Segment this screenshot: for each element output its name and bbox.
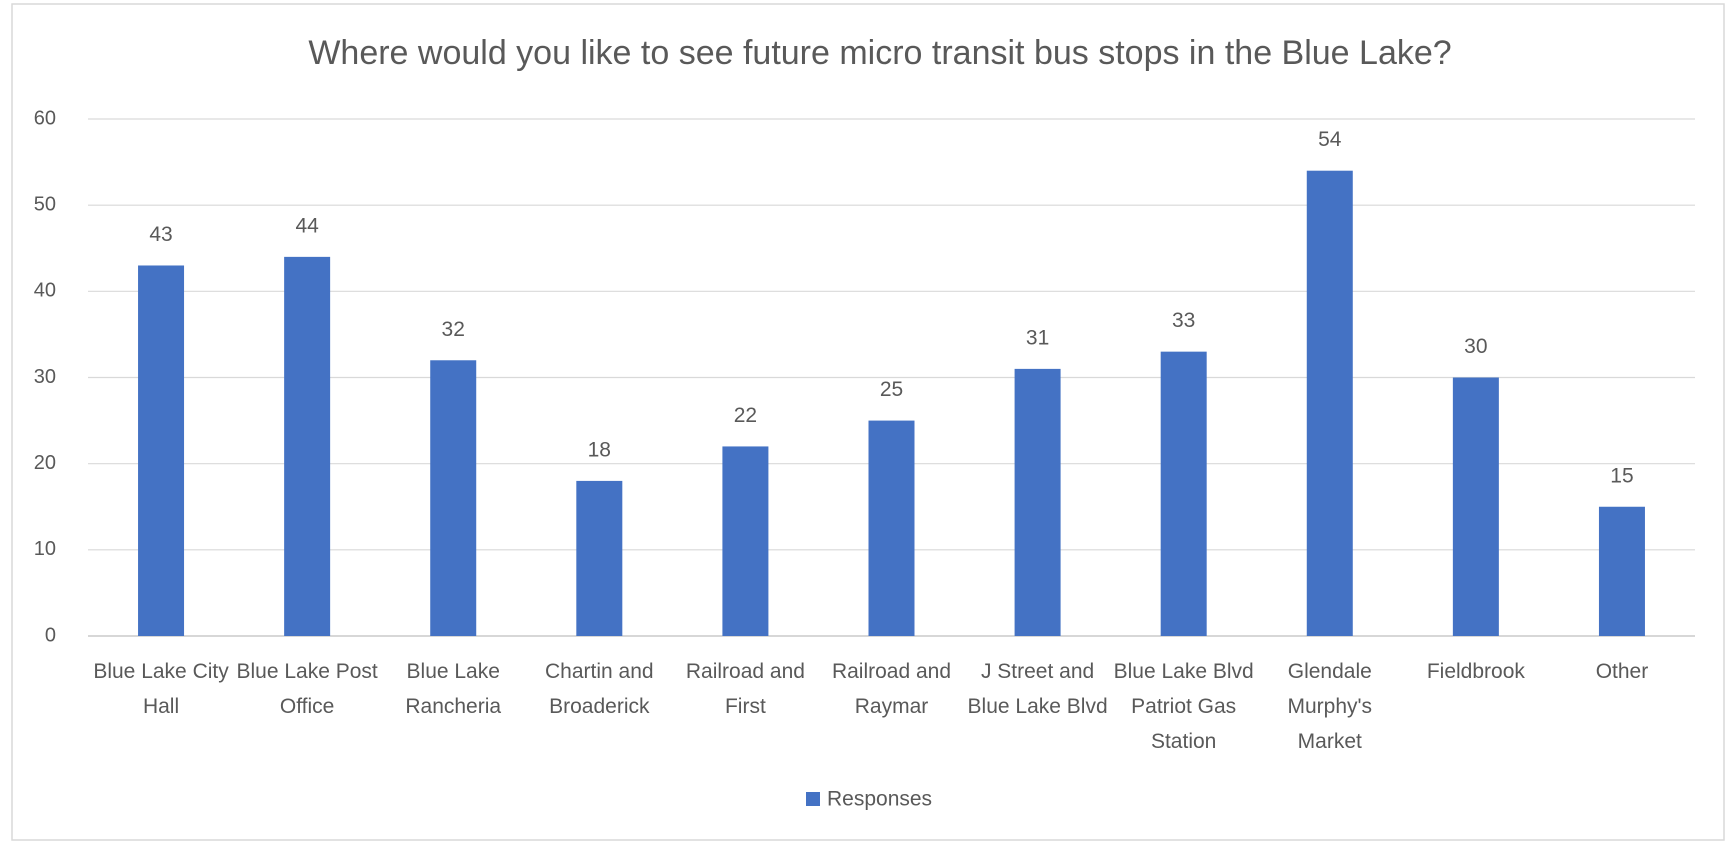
y-tick-label: 40 [34, 280, 56, 302]
x-tick-label: Blue Lake Post Office [236, 660, 378, 718]
x-tick-label: Blue Lake Rancheria [405, 660, 502, 718]
bar [1160, 351, 1207, 636]
chart-title: Where would you like to see future micro… [308, 34, 1451, 72]
bar [722, 446, 769, 636]
bar [868, 420, 915, 636]
data-label: 32 [442, 318, 465, 341]
y-tick-label: 20 [34, 452, 56, 474]
x-tick-label: Railroad and Raymar [831, 660, 952, 718]
data-label: 30 [1464, 335, 1487, 358]
bar [1306, 170, 1353, 636]
x-tick-label: Railroad and First [685, 660, 805, 718]
data-label: 22 [734, 404, 757, 427]
data-label: 33 [1172, 309, 1195, 332]
y-tick-label: 60 [34, 107, 56, 129]
y-tick-label: 50 [34, 193, 56, 215]
x-tick-label: Fieldbrook [1426, 660, 1525, 683]
y-tick-label: 30 [34, 366, 56, 388]
bar [1598, 506, 1645, 636]
data-label: 18 [588, 438, 611, 461]
bar [284, 256, 331, 636]
x-tick-label: Chartin and Broaderick [545, 660, 654, 718]
bar [430, 360, 477, 636]
bar [1452, 377, 1499, 636]
y-tick-label: 10 [34, 538, 56, 560]
x-tick-label: Blue Lake Blvd Patriot Gas Station [1113, 660, 1254, 753]
bar [576, 480, 623, 636]
x-tick-label: Glendale Murphy's Market [1287, 660, 1373, 753]
x-tick-label: Blue Lake City Hall [93, 660, 229, 718]
data-label: 15 [1610, 464, 1633, 487]
data-label: 54 [1318, 128, 1342, 151]
data-label: 43 [149, 223, 172, 246]
chart-border [11, 3, 1725, 841]
bar [1014, 368, 1061, 636]
data-label: 25 [880, 378, 903, 401]
x-tick-label: Other [1595, 660, 1649, 683]
x-tick-label: J Street and Blue Lake Blvd [967, 660, 1108, 718]
legend-swatch [806, 792, 820, 806]
y-tick-label: 0 [45, 624, 56, 646]
data-label: 31 [1026, 326, 1049, 349]
bar [138, 265, 185, 636]
data-label: 44 [295, 214, 319, 237]
legend-label: Responses [827, 788, 932, 811]
